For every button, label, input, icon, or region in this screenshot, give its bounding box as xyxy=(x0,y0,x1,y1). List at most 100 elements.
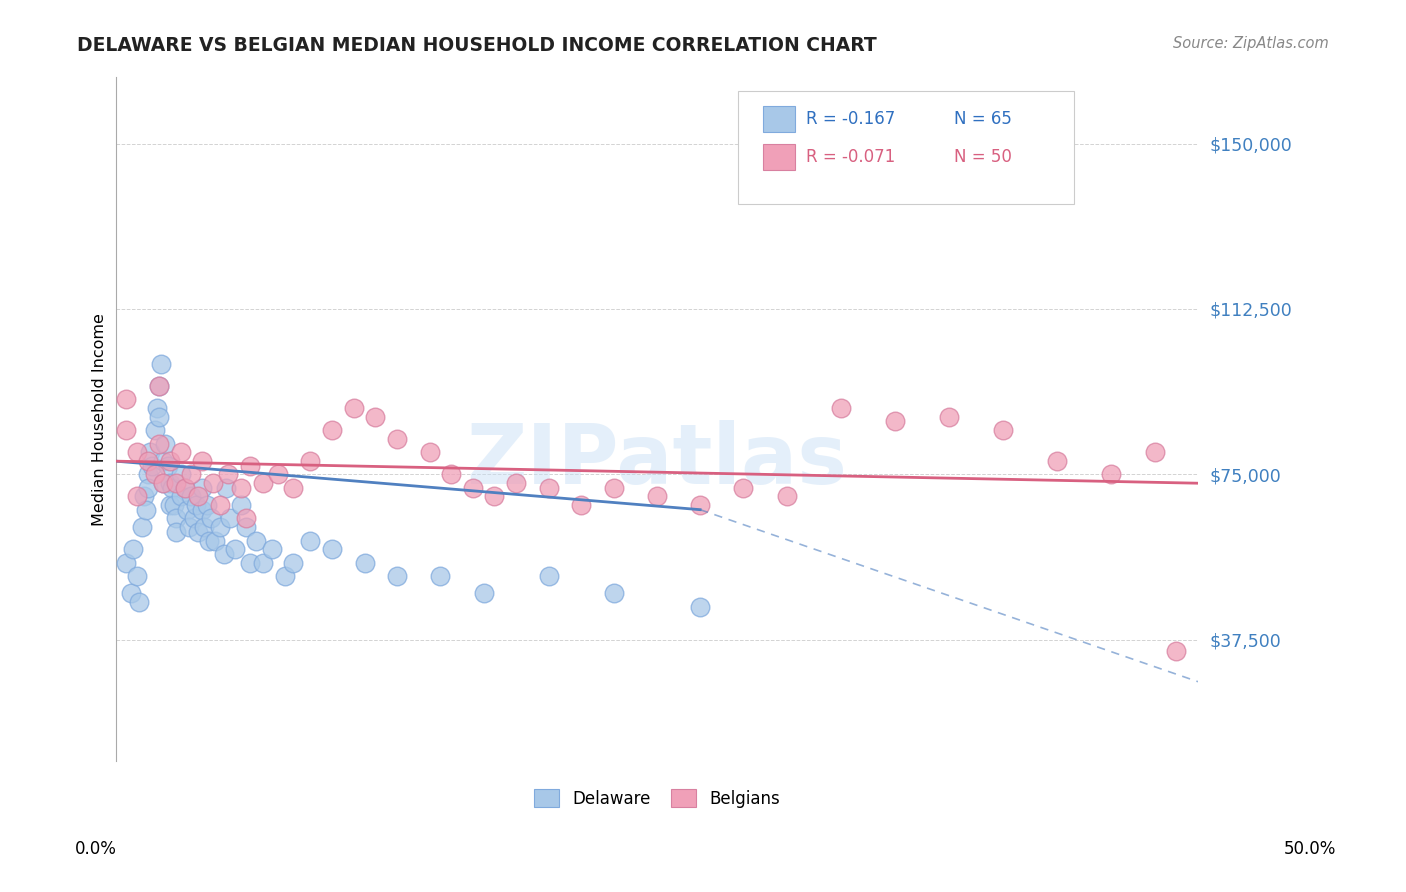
Point xyxy=(602,586,624,600)
Point xyxy=(193,520,215,534)
Point xyxy=(884,414,907,428)
Point xyxy=(174,481,197,495)
Point xyxy=(155,436,177,450)
Point xyxy=(169,445,191,459)
Point xyxy=(343,401,366,416)
Point xyxy=(115,423,138,437)
Point xyxy=(429,569,451,583)
Point xyxy=(187,490,209,504)
Point xyxy=(165,511,187,525)
Point xyxy=(191,481,214,495)
Bar xyxy=(763,144,796,169)
Point xyxy=(484,490,506,504)
Point xyxy=(127,445,149,459)
Point xyxy=(195,498,218,512)
Bar xyxy=(763,106,796,132)
Point xyxy=(245,533,267,548)
Point xyxy=(215,481,238,495)
Point xyxy=(321,423,343,437)
Point xyxy=(602,481,624,495)
Point xyxy=(689,599,711,614)
Point xyxy=(163,498,186,512)
Text: N = 50: N = 50 xyxy=(955,148,1012,166)
Point xyxy=(1099,467,1122,482)
Point xyxy=(273,569,295,583)
Point xyxy=(283,481,305,495)
Point xyxy=(235,520,257,534)
Point xyxy=(689,498,711,512)
Point xyxy=(156,458,179,473)
Point xyxy=(252,476,274,491)
Y-axis label: Median Household Income: Median Household Income xyxy=(93,313,107,525)
Point xyxy=(353,556,375,570)
Text: ZIPatlas: ZIPatlas xyxy=(467,420,848,500)
Point xyxy=(267,467,290,482)
Point xyxy=(183,511,205,525)
Point xyxy=(122,542,145,557)
Point xyxy=(830,401,852,416)
Point xyxy=(993,423,1015,437)
Point xyxy=(252,556,274,570)
Point xyxy=(208,520,231,534)
Point xyxy=(180,490,202,504)
Point xyxy=(231,498,253,512)
Point xyxy=(131,520,153,534)
Point xyxy=(260,542,283,557)
Point xyxy=(364,410,387,425)
Point xyxy=(283,556,305,570)
Point xyxy=(159,476,181,491)
Text: N = 65: N = 65 xyxy=(955,110,1012,128)
Point xyxy=(187,524,209,539)
Point xyxy=(174,481,197,495)
Point xyxy=(128,595,150,609)
Point xyxy=(160,481,183,495)
Point xyxy=(159,498,181,512)
Point xyxy=(1166,644,1188,658)
Point xyxy=(776,490,799,504)
Point xyxy=(169,467,191,482)
Point xyxy=(180,467,202,482)
Point xyxy=(219,511,242,525)
Point xyxy=(127,569,149,583)
Point xyxy=(197,533,219,548)
Point xyxy=(733,481,755,495)
Point xyxy=(132,490,155,504)
Point xyxy=(184,498,207,512)
Point xyxy=(224,542,246,557)
Point xyxy=(165,524,187,539)
Text: 0.0%: 0.0% xyxy=(75,840,117,858)
Point xyxy=(204,533,226,548)
Point xyxy=(148,436,170,450)
Point xyxy=(143,423,166,437)
Point xyxy=(938,410,960,425)
Point xyxy=(179,520,201,534)
Point xyxy=(136,454,159,468)
Point xyxy=(385,569,408,583)
Point xyxy=(440,467,463,482)
Text: R = -0.167: R = -0.167 xyxy=(806,110,896,128)
FancyBboxPatch shape xyxy=(738,91,1074,204)
Point xyxy=(200,511,222,525)
Point xyxy=(208,498,231,512)
Text: Source: ZipAtlas.com: Source: ZipAtlas.com xyxy=(1173,36,1329,51)
Point xyxy=(115,556,138,570)
Point xyxy=(239,556,262,570)
Point xyxy=(569,498,592,512)
Point xyxy=(136,481,159,495)
Point xyxy=(217,467,239,482)
Text: R = -0.071: R = -0.071 xyxy=(806,148,896,166)
Point xyxy=(231,481,253,495)
Point xyxy=(191,502,214,516)
Point xyxy=(202,476,225,491)
Point xyxy=(148,410,170,425)
Point xyxy=(152,454,174,468)
Text: 50.0%: 50.0% xyxy=(1284,840,1337,858)
Point xyxy=(299,454,322,468)
Point xyxy=(136,467,159,482)
Point xyxy=(143,467,166,482)
Point xyxy=(159,454,181,468)
Point xyxy=(299,533,322,548)
Point xyxy=(120,586,142,600)
Point xyxy=(645,490,668,504)
Point xyxy=(537,569,560,583)
